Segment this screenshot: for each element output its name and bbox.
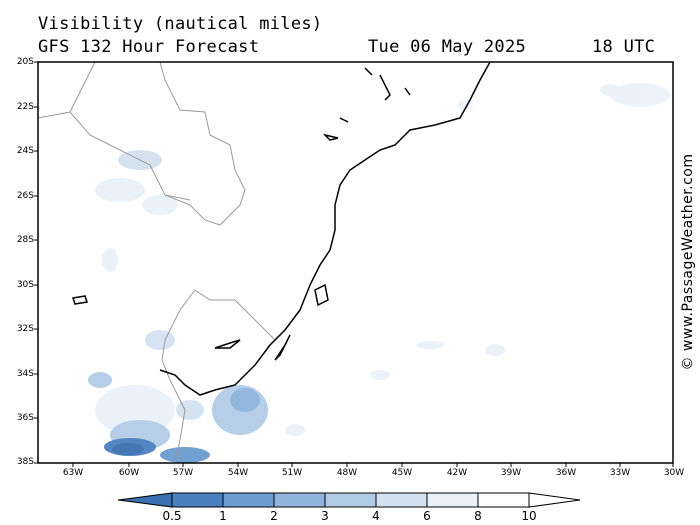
country-borders (38, 62, 276, 463)
colorbar-tick: 3 (321, 509, 329, 523)
colorbar-tick: 4 (372, 509, 380, 523)
forecast-time: 18 UTC (592, 37, 656, 57)
lat-label: 22S (16, 102, 34, 112)
visibility-shading (88, 83, 670, 463)
lon-label: 51W (281, 468, 303, 478)
map-title: Visibility (nautical miles) (38, 14, 323, 34)
colorbar-tick: 1 (219, 509, 227, 523)
colorbar-tick: 0.5 (162, 509, 182, 523)
lon-label: 36W (555, 468, 577, 478)
colorbar-tick: 2 (270, 509, 278, 523)
lat-label: 36S (16, 413, 34, 423)
lon-label: 42W (446, 468, 468, 478)
lat-label: 20S (16, 57, 34, 67)
lon-label: 54W (227, 468, 249, 478)
colorbar (117, 492, 581, 508)
lon-label: 33W (609, 468, 631, 478)
credit-text: © www.PassageWeather.com (680, 153, 696, 371)
map-frame (37, 61, 674, 464)
forecast-subtitle: GFS 132 Hour Forecast (38, 37, 260, 57)
lon-label: 45W (391, 468, 413, 478)
lat-label: 32S (16, 324, 34, 334)
lat-label: 34S (16, 369, 34, 379)
colorbar-tick: 10 (521, 509, 537, 523)
lat-label: 38S (16, 457, 34, 467)
lon-label: 60W (118, 468, 140, 478)
lat-label: 30S (16, 280, 34, 290)
lon-label: 48W (336, 468, 358, 478)
colorbar-tick: 8 (474, 509, 482, 523)
lon-label: 63W (62, 468, 84, 478)
lat-label: 26S (16, 191, 34, 201)
lat-label: 24S (16, 146, 34, 156)
lon-label: 57W (172, 468, 194, 478)
lon-label: 30W (663, 468, 685, 478)
forecast-date: Tue 06 May 2025 (368, 37, 527, 57)
coastline (72, 62, 491, 396)
lat-label: 28S (16, 235, 34, 245)
colorbar-tick: 6 (423, 509, 431, 523)
axis-ticks (34, 61, 674, 467)
lon-label: 39W (500, 468, 522, 478)
